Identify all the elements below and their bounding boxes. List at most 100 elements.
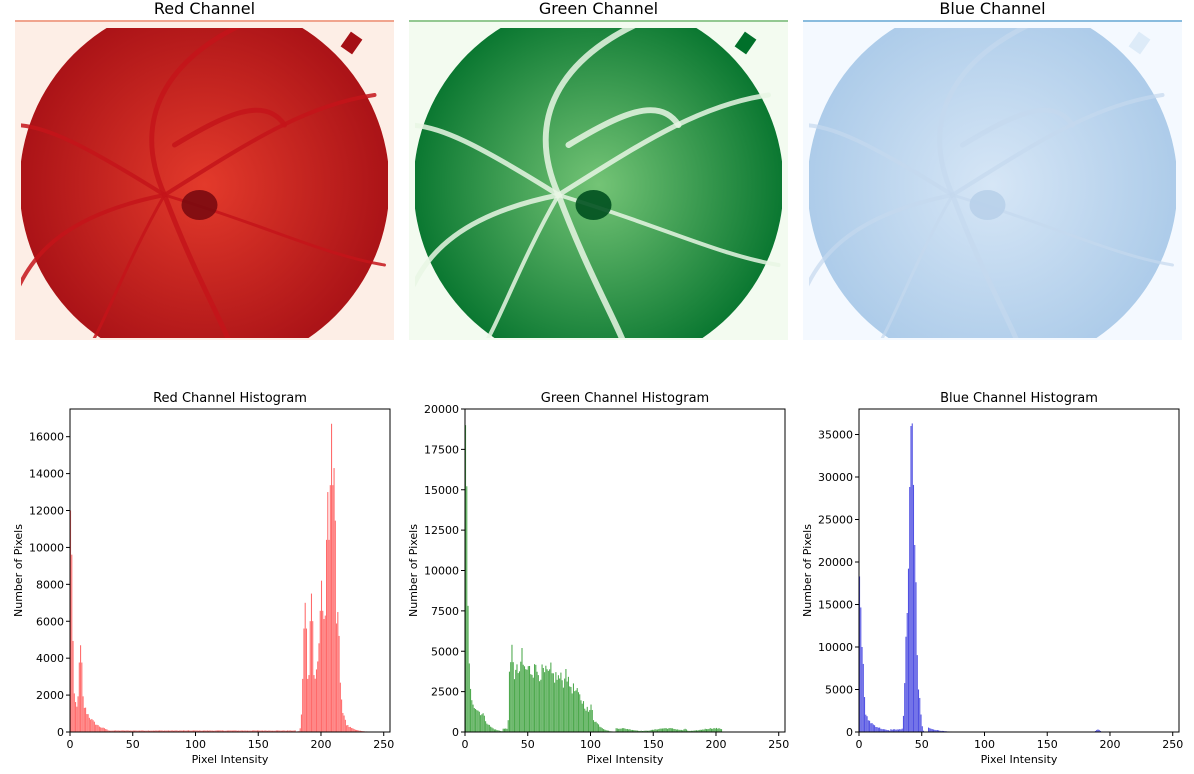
histogram-bar — [643, 730, 645, 732]
histogram-bar — [719, 728, 721, 732]
vessel — [880, 193, 954, 338]
histogram-bar — [657, 729, 659, 732]
histogram-bar — [279, 730, 281, 732]
histogram-bar — [551, 673, 553, 732]
histogram-bar — [342, 712, 344, 732]
histogram-bar — [284, 730, 286, 732]
channel-image-panel-1: Green Channel — [409, 0, 788, 340]
histogram-bar — [166, 730, 168, 732]
histogram-bar — [498, 730, 500, 732]
histogram-bar — [210, 730, 212, 732]
histogram-bar — [70, 510, 72, 732]
histogram-bar — [713, 728, 715, 732]
histogram-bar — [264, 730, 266, 732]
histogram-bar — [73, 693, 75, 732]
channel-title: Green Channel — [539, 0, 658, 18]
histogram-bar — [619, 728, 621, 732]
histogram-bar — [303, 628, 305, 732]
histogram-bar — [75, 702, 77, 732]
histogram-bar — [600, 727, 602, 732]
histogram-bar — [255, 730, 257, 732]
histogram-bar — [349, 726, 351, 732]
histogram-bar — [879, 727, 881, 732]
histogram-bar — [928, 727, 930, 732]
histogram-bar — [895, 729, 897, 732]
histogram-bar — [881, 729, 883, 732]
histogram-bar — [113, 730, 115, 732]
histogram-bar — [137, 730, 139, 732]
histogram-bar — [1098, 729, 1100, 732]
vessel — [21, 123, 167, 197]
histogram-bar — [204, 730, 206, 732]
histogram-bar — [635, 730, 637, 732]
x-tick-label: 0 — [67, 738, 74, 751]
histogram-bar — [510, 662, 512, 732]
y-tick-label: 16000 — [29, 431, 64, 444]
histogram-bar — [238, 730, 240, 732]
histogram-bar — [703, 729, 705, 732]
histogram-bar — [214, 730, 216, 732]
histogram-bar — [587, 711, 590, 732]
histogram-bar — [332, 485, 334, 732]
vessel — [950, 93, 1165, 197]
histogram-bar — [708, 728, 710, 732]
x-tick-label: 100 — [580, 738, 601, 751]
y-tick-label: 35000 — [818, 429, 853, 442]
histogram-bar — [159, 730, 161, 732]
histogram-bar — [141, 730, 143, 732]
histogram-bar — [552, 673, 554, 732]
histogram-bar — [307, 678, 309, 732]
histogram-bar — [517, 673, 519, 732]
histogram-bar — [472, 704, 474, 732]
histogram-bar — [900, 729, 902, 732]
histogram-bar — [480, 715, 482, 732]
histogram-bar — [695, 730, 697, 732]
histogram-bar — [270, 730, 272, 732]
histogram-bar — [649, 730, 651, 732]
histogram-bar — [704, 728, 706, 732]
y-tick-label: 2500 — [431, 686, 459, 699]
histogram-bar — [344, 719, 346, 732]
histogram-bar — [348, 727, 350, 732]
histogram-bar — [887, 730, 889, 732]
histogram-bar — [876, 727, 878, 732]
histogram-bar — [601, 728, 603, 732]
histogram-bar — [273, 730, 275, 732]
x-tick-label: 150 — [1037, 738, 1058, 751]
histogram-bar — [194, 730, 196, 732]
macula — [181, 190, 218, 220]
histogram-bar — [331, 423, 333, 732]
histogram-bar — [230, 730, 232, 732]
histogram-bar — [181, 730, 183, 732]
histogram-bar — [101, 727, 103, 732]
histogram-bar — [665, 728, 667, 732]
histogram-bar — [473, 708, 475, 732]
histogram-bar — [869, 720, 871, 732]
histogram-bar — [265, 730, 267, 732]
histogram-bar — [361, 730, 363, 732]
histogram-bar — [689, 730, 691, 732]
histogram-bar — [547, 670, 549, 732]
histogram-bar — [669, 728, 671, 732]
y-tick-label: 20000 — [424, 403, 459, 416]
histogram-bar — [318, 643, 320, 732]
histogram-bar — [83, 707, 85, 732]
histogram-bar — [162, 730, 164, 732]
histogram-bar — [215, 730, 217, 732]
histogram-bar — [285, 730, 287, 732]
histogram-bar — [86, 714, 88, 732]
histogram-bar — [682, 730, 684, 732]
histogram-bar — [317, 661, 319, 732]
histogram-bar — [574, 691, 576, 732]
histogram-bar — [884, 729, 886, 732]
histogram-bar — [897, 729, 899, 732]
y-tick-label: 10000 — [818, 641, 853, 654]
fundus-disc — [21, 28, 388, 338]
histogram-bar — [532, 677, 534, 732]
histogram-bar — [572, 683, 574, 732]
histogram-bar — [289, 730, 291, 732]
histogram-bar — [940, 730, 942, 732]
histogram-bar — [564, 678, 566, 732]
histogram-bar — [915, 582, 917, 732]
histogram-bar — [326, 539, 328, 732]
